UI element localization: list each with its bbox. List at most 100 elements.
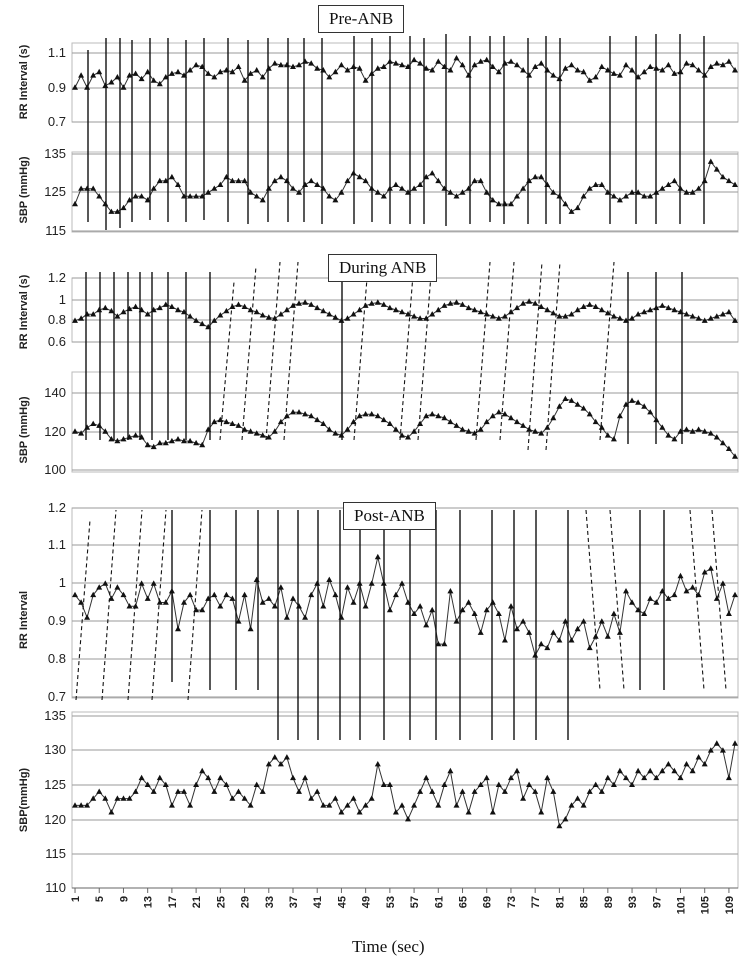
- pre-anb-rr-interval-plot-data-point: [399, 61, 405, 68]
- during-anb-sbp-plot-data-point: [641, 403, 648, 409]
- during-anb-rr-interval-plot-data-point: [235, 301, 242, 307]
- post-anb-rr-interval-plot-data-point: [211, 591, 218, 598]
- during-anb-rr-interval-plot-data-point: [483, 311, 490, 317]
- during-anb-rr-interval-plot-data-point: [635, 311, 642, 317]
- pre-anb-rr-interval-plot-data-point: [477, 58, 484, 64]
- pre-anb-sbp-plot-data-point: [241, 177, 248, 184]
- during-anb-rr-interval-plot-data-point: [193, 317, 200, 323]
- post-anb-sbp-plot-data-point: [368, 795, 375, 801]
- during-anb-sbp-plot-data-point: [568, 397, 575, 403]
- pre-anb-rr-interval-plot-y-tick-label: 0.7: [48, 114, 66, 129]
- during-anb-rr-interval-plot-data-point: [320, 307, 327, 314]
- pre-anb-rr-interval-plot-data-point: [550, 72, 557, 78]
- post-anb-rr-interval-plot-data-point: [495, 610, 502, 616]
- post-anb-rr-interval-plot-data-point: [610, 610, 617, 616]
- artifact-spike: [399, 261, 415, 441]
- pre-anb-sbp-plot-data-point: [483, 189, 490, 195]
- pre-anb-rr-interval-plot-data-point: [302, 58, 309, 64]
- post-anb-rr-interval-plot-data-point: [271, 603, 278, 609]
- post-anb-sbp-plot-data-point: [108, 809, 115, 815]
- post-anb-rr-interval-plot-data-point: [229, 595, 236, 601]
- post-anb-rr-interval-plot-data-point: [320, 603, 327, 609]
- post-anb-sbp-plot-data-point: [132, 788, 139, 794]
- pre-anb-sbp-plot-data-point: [417, 181, 424, 187]
- during-anb-sbp-plot: 140 120 100 SBP (mmHg): [18, 371, 739, 477]
- pre-anb-rr-interval-plot-data-point: [598, 63, 605, 69]
- post-anb-sbp-plot-data-point: [495, 781, 502, 787]
- during-anb-rr-interval-plot-data-point: [72, 317, 78, 323]
- pre-anb-sbp-plot-data-point: [411, 185, 418, 191]
- pre-anb-sbp-plot-data-point: [356, 173, 363, 180]
- pre-anb-rr-interval-plot-data-point: [435, 58, 442, 64]
- pre-anb-rr-interval-plot-data-point: [205, 70, 212, 76]
- during-anb-rr-interval-plot-data-point: [526, 298, 533, 304]
- during-anb-sbp-plot-data-point: [659, 424, 666, 430]
- post-anb-rr-interval-plot-data-point: [489, 599, 496, 605]
- post-anb-rr-interval-plot-data-point: [199, 606, 206, 613]
- pre-anb-rr-interval-plot-data-point: [308, 60, 315, 66]
- post-anb-sbp-plot-data-point: [483, 774, 490, 781]
- during-anb-sbp-plot-data-point: [380, 416, 387, 423]
- post-anb-rr-interval-plot-data-point: [193, 606, 200, 613]
- during-anb-rr-interval-plot-data-point: [508, 308, 514, 315]
- post-anb-rr-interval-plot-data-point: [265, 595, 272, 601]
- pre-anb-rr-interval-plot-data-point: [187, 67, 194, 73]
- post-anb-sbp-plot-data-point: [296, 788, 302, 794]
- post-anb-rr-interval-plot-data-point: [550, 629, 557, 635]
- post-anb-rr-interval-plot-data-point: [308, 591, 315, 598]
- pre-anb-rr-interval-plot-data-point: [508, 58, 514, 64]
- post-anb-rr-interval-plot-data-point: [574, 625, 581, 632]
- post-anb-rr-interval-plot-data-point: [181, 599, 187, 605]
- pre-anb-rr-interval-plot-data-point: [168, 70, 175, 76]
- pre-anb-sbp-plot-data-point: [574, 204, 581, 211]
- during-anb-rr-interval-plot-data-point: [641, 308, 648, 315]
- during-anb-rr-interval-plot-data-point: [719, 311, 726, 317]
- pre-anb-sbp-plot-data-point: [132, 193, 139, 199]
- post-anb-sbp-plot-data-point: [471, 788, 478, 794]
- post-anb-sbp-plot-data-point: [508, 774, 514, 781]
- post-anb-sbp-plot-data-point: [399, 802, 405, 808]
- pre-anb-sbp-plot-data-point: [156, 177, 163, 184]
- pre-anb-sbp-plot-data-point: [332, 197, 339, 203]
- post-anb-sbp-plot-data-point: [623, 774, 629, 781]
- post-anb-rr-interval-plot-data-point: [241, 591, 248, 598]
- during-anb-sbp-plot-data-point: [532, 428, 539, 434]
- pre-anb-rr-interval-plot-data-point: [90, 72, 97, 78]
- pre-anb-sbp-plot-data-point: [235, 177, 242, 184]
- post-anb-sbp-plot-data-point: [162, 781, 169, 787]
- post-anb-sbp-plot-data-point: [538, 809, 545, 815]
- post-anb-rr-interval-plot-data-point: [514, 625, 520, 632]
- post-anb-rr-interval-plot-data-point: [641, 610, 648, 616]
- post-anb-rr-interval-plot-data-point: [629, 599, 635, 605]
- during-anb-rr-interval-plot-data-point: [399, 308, 405, 315]
- during-anb-sbp-plot-data-point: [386, 420, 393, 426]
- x-tick-label: 61: [433, 896, 445, 908]
- pre-anb-sbp-plot: 135 125 115 SBP (mmHg): [18, 146, 739, 238]
- pre-anb-sbp-plot-data-point: [520, 185, 527, 191]
- pre-anb-sbp-plot-data-point: [623, 193, 629, 199]
- post-anb-spikes: [75, 509, 727, 740]
- during-anb-rr-interval-plot-data-point: [695, 315, 702, 321]
- pre-anb-sbp-plot-data-point: [90, 185, 97, 191]
- post-anb-sbp-plot-data-point: [689, 767, 696, 774]
- post-anb-rr-interval-plot-data-point: [235, 618, 242, 624]
- during-anb-sbp-plot-data-point: [423, 412, 430, 419]
- post-anb-rr-interval-plot-y-tick-label: 1: [59, 575, 66, 590]
- artifact-spike: [609, 509, 625, 691]
- post-anb-sbp-plot-data-point: [604, 774, 611, 781]
- artifact-spike: [101, 509, 117, 701]
- post-anb-sbp-plot-data-point: [259, 788, 266, 794]
- post-anb-rr-interval-plot-data-point: [568, 637, 575, 643]
- pre-anb-sbp-plot-data-point: [616, 197, 623, 203]
- pre-anb-rr-interval-plot-data-point: [241, 77, 248, 83]
- pre-anb-rr-interval-plot-data-point: [362, 77, 369, 83]
- post-anb-sbp-plot-data-point: [429, 788, 436, 794]
- during-anb-rr-interval-plot-data-point: [629, 315, 635, 321]
- x-tick-label: 105: [700, 896, 712, 914]
- pre-anb-sbp-plot-data-point: [217, 181, 224, 187]
- during-anb-sbp-plot-data-point: [168, 437, 175, 444]
- artifact-spike: [187, 509, 203, 701]
- during-anb-rr-interval-plot-data-point: [659, 302, 666, 308]
- post-anb-sbp-plot-data-point: [701, 761, 708, 767]
- post-anb-rr-interval-plot-data-point: [429, 606, 436, 613]
